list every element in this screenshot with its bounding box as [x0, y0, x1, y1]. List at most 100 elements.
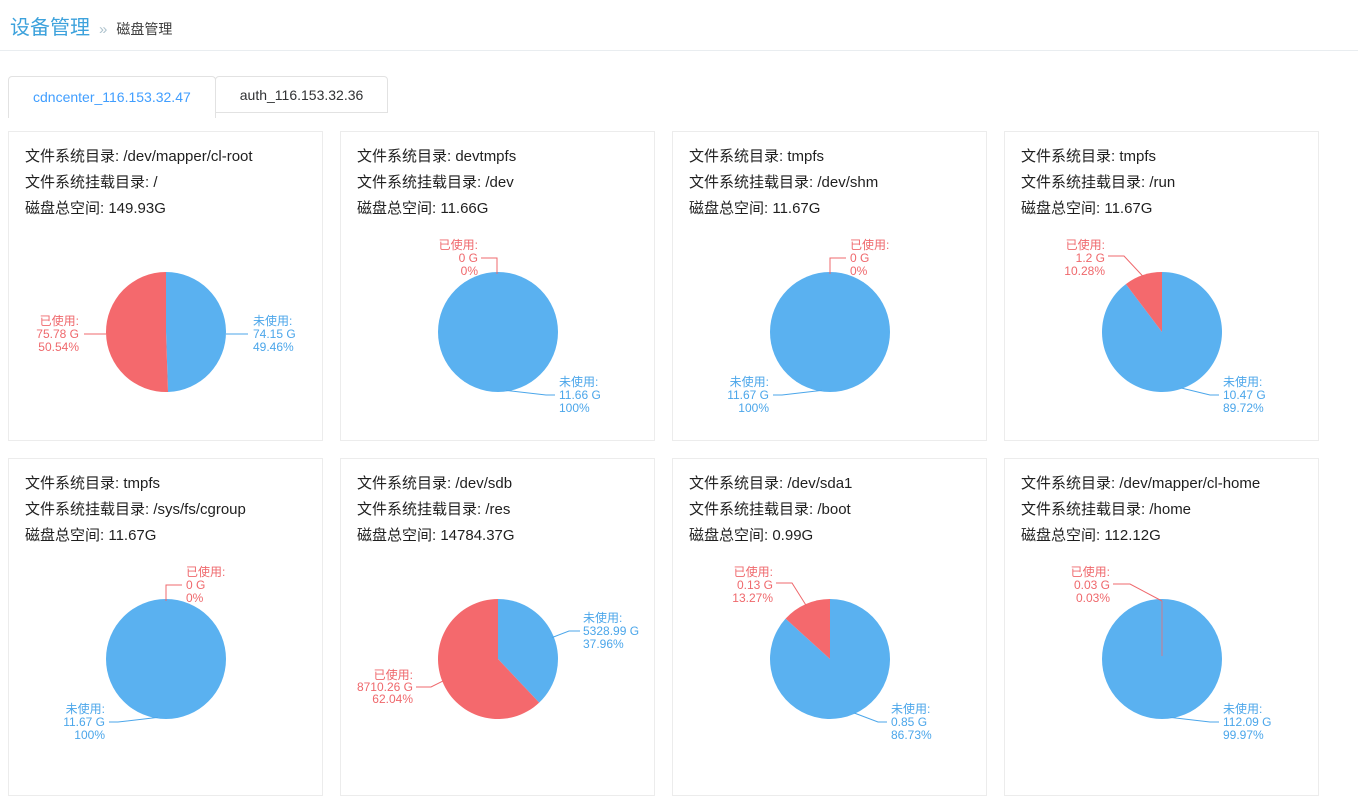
disk-card-cl-home: 文件系统目录: /dev/mapper/cl-home 文件系统挂载目录: /h… [1004, 458, 1319, 796]
pie-label-text: 未使用: [891, 701, 930, 716]
pie-label-line [1180, 387, 1219, 396]
tab-cdncenter[interactable]: cdncenter_116.153.32.47 [8, 76, 216, 118]
pie-label-line [481, 257, 498, 274]
header-divider [0, 50, 1358, 51]
total-space-line: 磁盘总空间: 149.93G [25, 200, 166, 217]
pie-label-text: 62.04% [372, 692, 413, 706]
pie-label-text: 50.54% [38, 340, 79, 354]
pie-slice-unused [1102, 599, 1222, 719]
mount-directory-line: 文件系统挂载目录: /run [1021, 174, 1176, 191]
breadcrumb-separator-icon: » [99, 21, 108, 38]
pie-slice-unused [166, 272, 227, 392]
pie-label-text: 已使用: [850, 237, 889, 252]
pie-label-text: 已使用: [374, 667, 413, 682]
pie-label-text: 未使用: [583, 610, 622, 625]
pie-slice-used [438, 599, 540, 719]
disk-usage-pie-chart: 已使用:0.13 G13.27% 未使用:0.85 G86.73% [732, 564, 932, 742]
pie-label-text: 10.47 G [1223, 388, 1266, 402]
pie-label-text: 11.67 G [63, 715, 105, 729]
pie-label-text: 5328.99 G [583, 624, 639, 638]
pie-label-text: 已使用: [1071, 564, 1110, 579]
total-space-line: 磁盘总空间: 11.67G [25, 527, 157, 544]
breadcrumb-section-link[interactable]: 设备管理 [10, 17, 90, 39]
pie-label-line [109, 716, 158, 723]
pie-label-text: 已使用: [439, 237, 478, 252]
fs-directory-line: 文件系统目录: /dev/mapper/cl-root [25, 148, 253, 165]
pie-label-line [506, 389, 555, 396]
fs-directory-line: 文件系统目录: /dev/sdb [357, 475, 513, 492]
disk-card-tmpfs-run: 文件系统目录: tmpfs 文件系统挂载目录: /run 磁盘总空间: 11.6… [1004, 131, 1319, 441]
fs-directory-line: 文件系统目录: devtmpfs [357, 148, 517, 165]
pie-label-text: 0.03 G [1074, 578, 1110, 592]
disk-card-sda1: 文件系统目录: /dev/sda1 文件系统挂载目录: /boot 磁盘总空间:… [672, 458, 987, 796]
pie-label-text: 89.72% [1223, 401, 1264, 415]
disk-card-tmpfs-cgroup: 文件系统目录: tmpfs 文件系统挂载目录: /sys/fs/cgroup 磁… [8, 458, 323, 796]
disk-card-tmpfs-shm: 文件系统目录: tmpfs 文件系统挂载目录: /dev/shm 磁盘总空间: … [672, 131, 987, 441]
fs-directory-line: 文件系统目录: tmpfs [25, 475, 161, 492]
disk-usage-pie-chart: 已使用:8710.26 G62.04% 未使用:5328.99 G37.96% [357, 599, 639, 719]
disk-card-sdb: 文件系统目录: /dev/sdb 文件系统挂载目录: /res 磁盘总空间: 1… [340, 458, 655, 796]
mount-directory-line: 文件系统挂载目录: /boot [689, 501, 851, 518]
pie-label-text: 10.28% [1064, 264, 1105, 278]
tab-auth[interactable]: auth_116.153.32.36 [214, 76, 389, 113]
pie-label-line [165, 584, 182, 601]
pie-label-text: 37.96% [583, 637, 624, 651]
pie-label-text: 已使用: [40, 313, 79, 328]
pie-label-line [776, 582, 807, 607]
pie-label-text: 未使用: [1223, 374, 1262, 389]
pie-label-line [853, 712, 887, 723]
pie-label-text: 0 G [459, 251, 478, 265]
pie-slice-used [785, 599, 830, 659]
pie-label-text: 未使用: [559, 374, 598, 389]
disk-usage-pie-chart: 已使用:75.78 G50.54% 未使用:74.15 G49.46% [36, 272, 296, 392]
pie-label-text: 0 G [186, 578, 205, 592]
fs-directory-line: 文件系统目录: tmpfs [1021, 148, 1157, 165]
mount-directory-line: 文件系统挂载目录: / [25, 174, 158, 191]
pie-label-text: 0 G [850, 251, 869, 265]
mount-directory-line: 文件系统挂载目录: /sys/fs/cgroup [25, 501, 246, 518]
total-space-line: 磁盘总空间: 112.12G [1021, 527, 1161, 544]
pie-label-text: 已使用: [734, 564, 773, 579]
fs-directory-line: 文件系统目录: /dev/mapper/cl-home [1021, 475, 1261, 492]
pie-slice-used [106, 272, 169, 392]
server-tabs: cdncenter_116.153.32.47 auth_116.153.32.… [8, 76, 1358, 118]
total-space-line: 磁盘总空间: 0.99G [689, 527, 814, 544]
pie-label-text: 74.15 G [253, 327, 296, 341]
pie-label-text: 11.66 G [559, 388, 601, 402]
pie-slice-unused [770, 272, 890, 392]
pie-label-text: 99.97% [1223, 728, 1264, 742]
disk-card-grid: 文件系统目录: /dev/mapper/cl-root 文件系统挂载目录: / … [8, 131, 1350, 796]
pie-label-text: 0% [461, 264, 479, 278]
pie-slice-used [1125, 272, 1162, 332]
fs-directory-line: 文件系统目录: /dev/sda1 [689, 475, 853, 492]
mount-directory-line: 文件系统挂载目录: /dev/shm [689, 174, 879, 191]
pie-label-text: 未使用: [730, 374, 769, 389]
pie-label-text: 0.85 G [891, 715, 927, 729]
pie-label-text: 1.2 G [1076, 251, 1105, 265]
pie-label-line [1113, 583, 1163, 602]
pie-label-line [416, 679, 445, 688]
fs-directory-line: 文件系统目录: tmpfs [689, 148, 825, 165]
pie-slice-unused [438, 272, 558, 392]
pie-label-text: 0.13 G [737, 578, 773, 592]
pie-label-text: 0.03% [1076, 591, 1110, 605]
pie-label-line [773, 389, 822, 396]
pie-label-text: 未使用: [1223, 701, 1262, 716]
mount-directory-line: 文件系统挂载目录: /dev [357, 174, 514, 191]
pie-label-text: 112.09 G [1223, 715, 1271, 729]
pie-label-line [1170, 716, 1219, 723]
pie-label-text: 未使用: [253, 313, 292, 328]
pie-label-line [551, 630, 580, 639]
mount-directory-line: 文件系统挂载目录: /res [357, 501, 511, 518]
pie-label-text: 100% [738, 401, 769, 415]
pie-label-text: 100% [559, 401, 590, 415]
disk-usage-pie-chart: 已使用:0.03 G0.03% 未使用:112.09 G99.97% [1071, 564, 1272, 742]
pie-label-text: 8710.26 G [357, 680, 413, 694]
pie-label-text: 86.73% [891, 728, 932, 742]
pie-label-text: 未使用: [66, 701, 105, 716]
mount-directory-line: 文件系统挂载目录: /home [1021, 501, 1192, 518]
disk-card-devtmpfs: 文件系统目录: devtmpfs 文件系统挂载目录: /dev 磁盘总空间: 1… [340, 131, 655, 441]
